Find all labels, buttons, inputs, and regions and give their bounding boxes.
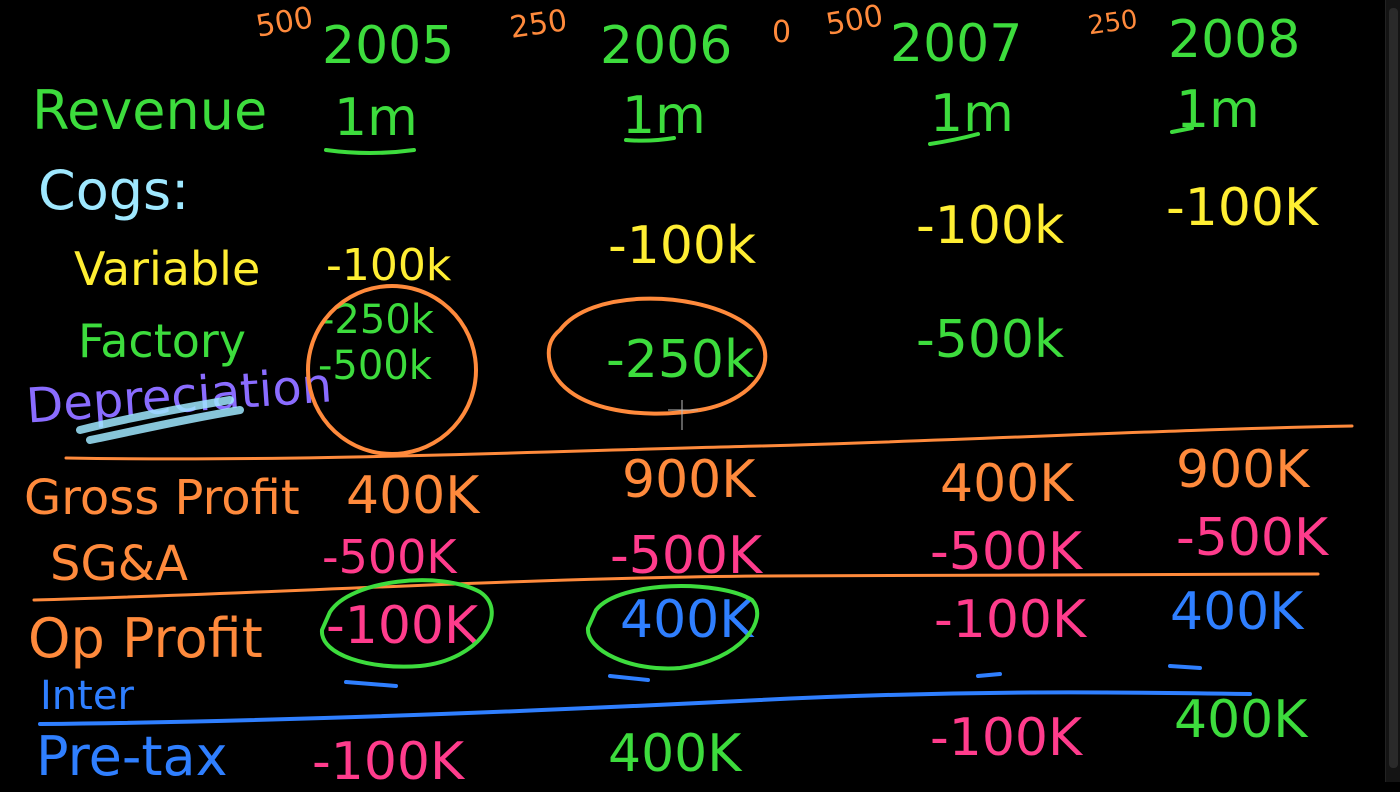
revenue-2005: 1m [334, 88, 418, 148]
dash-mark [344, 680, 398, 688]
op-profit-2005: -100K [326, 596, 479, 656]
variable-2008: -100K [1166, 178, 1319, 238]
revenue-2007: 1m [930, 84, 1014, 144]
row-label-factory: Factory [78, 314, 247, 368]
row-label-revenue: Revenue [32, 79, 268, 142]
year-2007: 2007 [890, 14, 1023, 74]
row-label-pre-tax: Pre-tax [36, 725, 228, 788]
variable-2006: -100k [608, 216, 757, 276]
pre-tax-2007: -100K [930, 708, 1083, 768]
pre-tax-2005: -100K [312, 732, 465, 792]
op-profit-2008: 400K [1170, 582, 1304, 642]
factory-2005-extra: -500k [318, 343, 432, 389]
dash-mark [976, 672, 1002, 678]
scrollbar-thumb[interactable] [1389, 8, 1398, 768]
gross-profit-2006: 900K [622, 450, 756, 510]
scratch-note: 500 [253, 0, 316, 45]
gross-profit-2005: 400K [346, 466, 480, 526]
row-label-depreciation: Depreciation [24, 357, 334, 435]
cursor-crosshair [668, 400, 698, 430]
op-profit-2007: -100K [934, 590, 1087, 650]
op-profit-2006: 400K [620, 590, 754, 650]
sga-2005: -500K [322, 530, 457, 584]
factory-2006: -250k [606, 330, 755, 390]
scrollbar[interactable] [1385, 0, 1400, 782]
row-label-gross-profit: Gross Profit [24, 470, 300, 526]
dash-mark [1168, 664, 1202, 670]
factory-2007: -500k [916, 310, 1065, 370]
year-2005: 2005 [322, 16, 455, 76]
row-label-cogs: Cogs: [38, 159, 190, 222]
factory-2005: -250k [320, 297, 434, 343]
revenue-2006: 1m [622, 86, 706, 146]
variable-2007: -100k [916, 196, 1065, 256]
underline-stroke [324, 148, 416, 155]
scratch-note: 500 [823, 0, 886, 43]
scratch-note: 0 [772, 15, 792, 50]
row-label-interest: Inter [40, 673, 134, 719]
variable-2005: -100k [326, 240, 452, 291]
pre-tax-2006: 400K [608, 724, 742, 784]
sga-2008: -500K [1176, 508, 1329, 568]
row-label-sga: SG&A [50, 536, 188, 592]
sga-2006: -500K [610, 526, 763, 586]
dash-mark [608, 674, 650, 682]
row-label-variable: Variable [74, 242, 261, 296]
revenue-2008: 1m [1176, 80, 1260, 140]
year-2008: 2008 [1168, 10, 1301, 70]
scratch-note: 250 [1086, 4, 1140, 42]
pre-tax-2008: 400K [1174, 690, 1308, 750]
gross-profit-2008: 900K [1176, 440, 1310, 500]
year-2006: 2006 [600, 16, 733, 76]
scratch-note: 250 [507, 3, 570, 46]
sga-2007: -500K [930, 522, 1083, 582]
gross-profit-2007: 400K [940, 454, 1074, 514]
row-label-op-profit: Op Profit [28, 607, 263, 670]
